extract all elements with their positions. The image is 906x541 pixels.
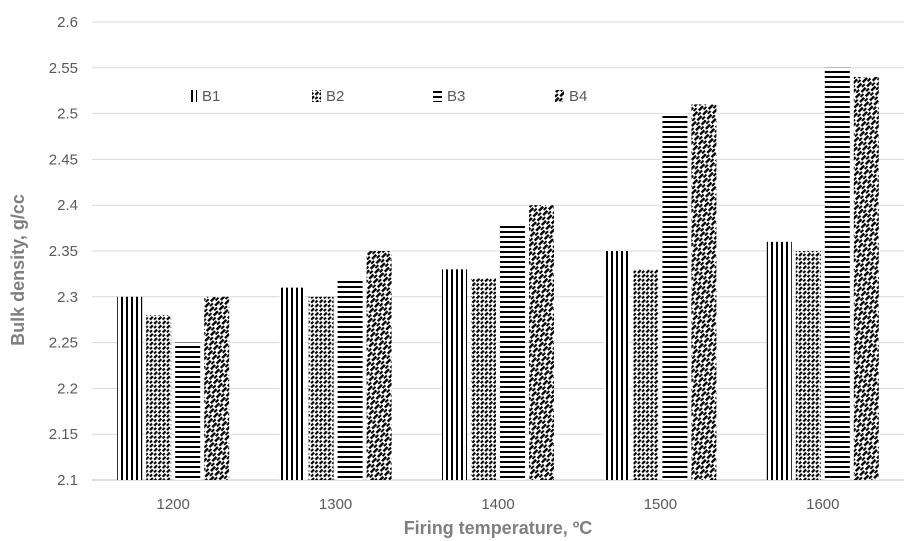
x-tick-labels: 1200 1300 1400 1500 1600 (157, 496, 840, 513)
x-tick-label: 1200 (157, 496, 190, 513)
x-axis-title: Firing temperature, ºC (404, 518, 593, 538)
x-tick-label: 1600 (806, 496, 839, 513)
y-tick-label: 2.1 (57, 472, 78, 489)
bar-b3-1600 (824, 67, 850, 481)
y-tick-label: 2.2 (57, 380, 78, 397)
y-tick-label: 2.45 (49, 151, 78, 168)
bars (117, 67, 879, 481)
legend-swatch-b3 (433, 90, 442, 102)
x-tick-label: 1400 (481, 496, 514, 513)
bar-b1-1500 (604, 251, 630, 480)
bar-b2-1200 (146, 315, 172, 480)
y-axis-title: Bulk density, g/cc (8, 194, 28, 346)
bar-b3-1200 (175, 342, 201, 480)
y-tick-label: 2.4 (57, 197, 78, 214)
bar-b4-1400 (529, 205, 554, 480)
bar-b2-1400 (471, 278, 496, 480)
bar-b3-1500 (662, 113, 688, 480)
bar-b1-1300 (279, 287, 305, 480)
y-tick-label: 2.6 (57, 14, 78, 31)
y-tick-label: 2.3 (57, 289, 78, 306)
y-tick-label: 2.5 (57, 106, 78, 123)
y-tick-labels: 2.1 2.15 2.2 2.25 2.3 2.35 2.4 2.45 2.5 2.55 2.6 (49, 14, 78, 489)
legend-label-b1: B1 (202, 88, 220, 105)
legend-swatch-b4 (555, 90, 564, 102)
x-tick-label: 1500 (644, 496, 677, 513)
y-tick-label: 2.55 (49, 60, 78, 77)
legend-swatch-b1 (188, 90, 197, 102)
bar-b1-1400 (442, 269, 467, 480)
x-tick-label: 1300 (319, 496, 352, 513)
bar-b3-1400 (500, 223, 525, 480)
bar-b2-1600 (795, 251, 821, 480)
legend-label-b3: B3 (447, 88, 465, 105)
bar-b2-1500 (633, 269, 659, 480)
legend-label-b2: B2 (326, 88, 344, 105)
bar-b3-1300 (337, 278, 363, 480)
bar-b2-1300 (308, 296, 334, 480)
y-tick-label: 2.25 (49, 335, 78, 352)
legend-swatch-b2 (312, 90, 321, 102)
y-tick-label: 2.15 (49, 426, 78, 443)
bar-b4-1200 (204, 296, 230, 480)
y-tick-label: 2.35 (49, 243, 78, 260)
bar-b1-1600 (766, 241, 792, 480)
legend: B1 B2 B3 B4 (188, 88, 587, 105)
bar-b4-1500 (691, 104, 717, 480)
bar-b4-1600 (853, 76, 879, 481)
bar-b4-1300 (366, 251, 392, 480)
bar-b1-1200 (117, 296, 143, 480)
legend-label-b4: B4 (569, 88, 587, 105)
